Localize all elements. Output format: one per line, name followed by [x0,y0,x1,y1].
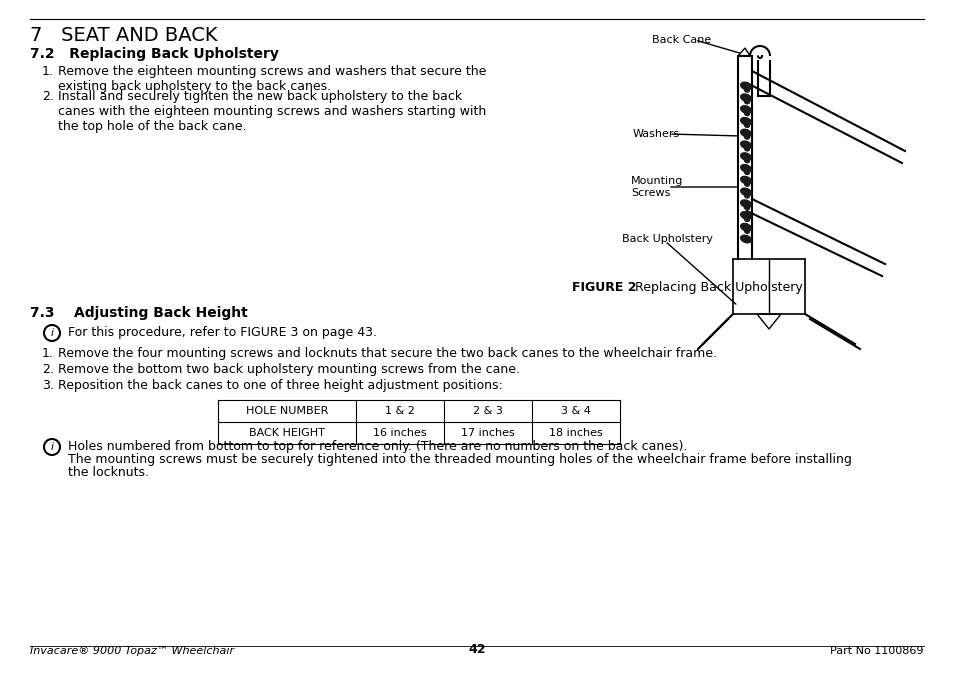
Text: Invacare® 9000 Topaz™ Wheelchair: Invacare® 9000 Topaz™ Wheelchair [30,646,233,656]
Ellipse shape [740,164,751,172]
Ellipse shape [743,123,749,127]
Ellipse shape [740,94,751,102]
Text: Mounting: Mounting [630,176,682,186]
Text: 3.: 3. [42,379,53,392]
Ellipse shape [740,235,751,243]
Ellipse shape [740,224,751,231]
Text: The mounting screws must be securely tightened into the threaded mounting holes : The mounting screws must be securely tig… [68,453,851,466]
Text: 3 & 4: 3 & 4 [560,406,590,416]
Text: Washers: Washers [633,129,679,139]
Text: 1 & 2: 1 & 2 [385,406,415,416]
Text: 2.: 2. [42,363,53,376]
Ellipse shape [740,129,751,137]
Ellipse shape [740,82,751,90]
Text: i: i [51,442,53,452]
Text: 2.: 2. [42,90,53,103]
Ellipse shape [743,218,749,222]
Ellipse shape [743,111,749,116]
Text: 18 inches: 18 inches [549,428,602,438]
Text: Replacing Back Upholstery: Replacing Back Upholstery [618,281,801,294]
Ellipse shape [743,88,749,92]
Text: 2 & 3: 2 & 3 [473,406,502,416]
Text: 7   SEAT AND BACK: 7 SEAT AND BACK [30,26,217,45]
Text: 42: 42 [468,643,485,656]
Ellipse shape [743,182,749,186]
Ellipse shape [740,106,751,113]
Text: Remove the four mounting screws and locknuts that secure the two back canes to t: Remove the four mounting screws and lock… [58,347,717,360]
Text: Remove the bottom two back upholstery mounting screws from the cane.: Remove the bottom two back upholstery mo… [58,363,519,376]
Ellipse shape [743,206,749,210]
Ellipse shape [740,153,751,160]
Ellipse shape [740,177,751,184]
Ellipse shape [740,212,751,219]
Ellipse shape [743,229,749,233]
Ellipse shape [743,194,749,198]
Ellipse shape [740,188,751,195]
Ellipse shape [743,135,749,139]
Ellipse shape [740,141,751,149]
Text: Part No 1100869: Part No 1100869 [830,646,923,656]
Text: HOLE NUMBER: HOLE NUMBER [246,406,328,416]
Ellipse shape [743,158,749,162]
Text: i: i [51,328,53,338]
Ellipse shape [740,117,751,125]
Text: Reposition the back canes to one of three height adjustment positions:: Reposition the back canes to one of thre… [58,379,502,392]
Text: Install and securely tighten the new back upholstery to the back
canes with the : Install and securely tighten the new bac… [58,90,486,133]
Text: 16 inches: 16 inches [373,428,426,438]
Ellipse shape [740,200,751,208]
Text: 17 inches: 17 inches [460,428,515,438]
Text: Screws: Screws [630,188,670,198]
Ellipse shape [743,100,749,104]
Ellipse shape [743,147,749,151]
Text: Back Cane: Back Cane [651,35,711,45]
Text: Remove the eighteen mounting screws and washers that secure the
existing back up: Remove the eighteen mounting screws and … [58,65,486,93]
Text: Holes numbered from bottom to top for reference only. (There are no numbers on t: Holes numbered from bottom to top for re… [68,440,687,453]
Text: 7.3    Adjusting Back Height: 7.3 Adjusting Back Height [30,306,248,320]
Text: the locknuts.: the locknuts. [68,466,149,479]
Text: FIGURE 2: FIGURE 2 [572,281,636,294]
Text: BACK HEIGHT: BACK HEIGHT [249,428,325,438]
Text: For this procedure, refer to FIGURE 3 on page 43.: For this procedure, refer to FIGURE 3 on… [68,326,376,339]
Text: 7.2   Replacing Back Upholstery: 7.2 Replacing Back Upholstery [30,47,278,61]
Text: 1.: 1. [42,347,53,360]
Text: 1.: 1. [42,65,53,78]
Text: Back Upholstery: Back Upholstery [621,234,712,244]
Ellipse shape [743,171,749,175]
